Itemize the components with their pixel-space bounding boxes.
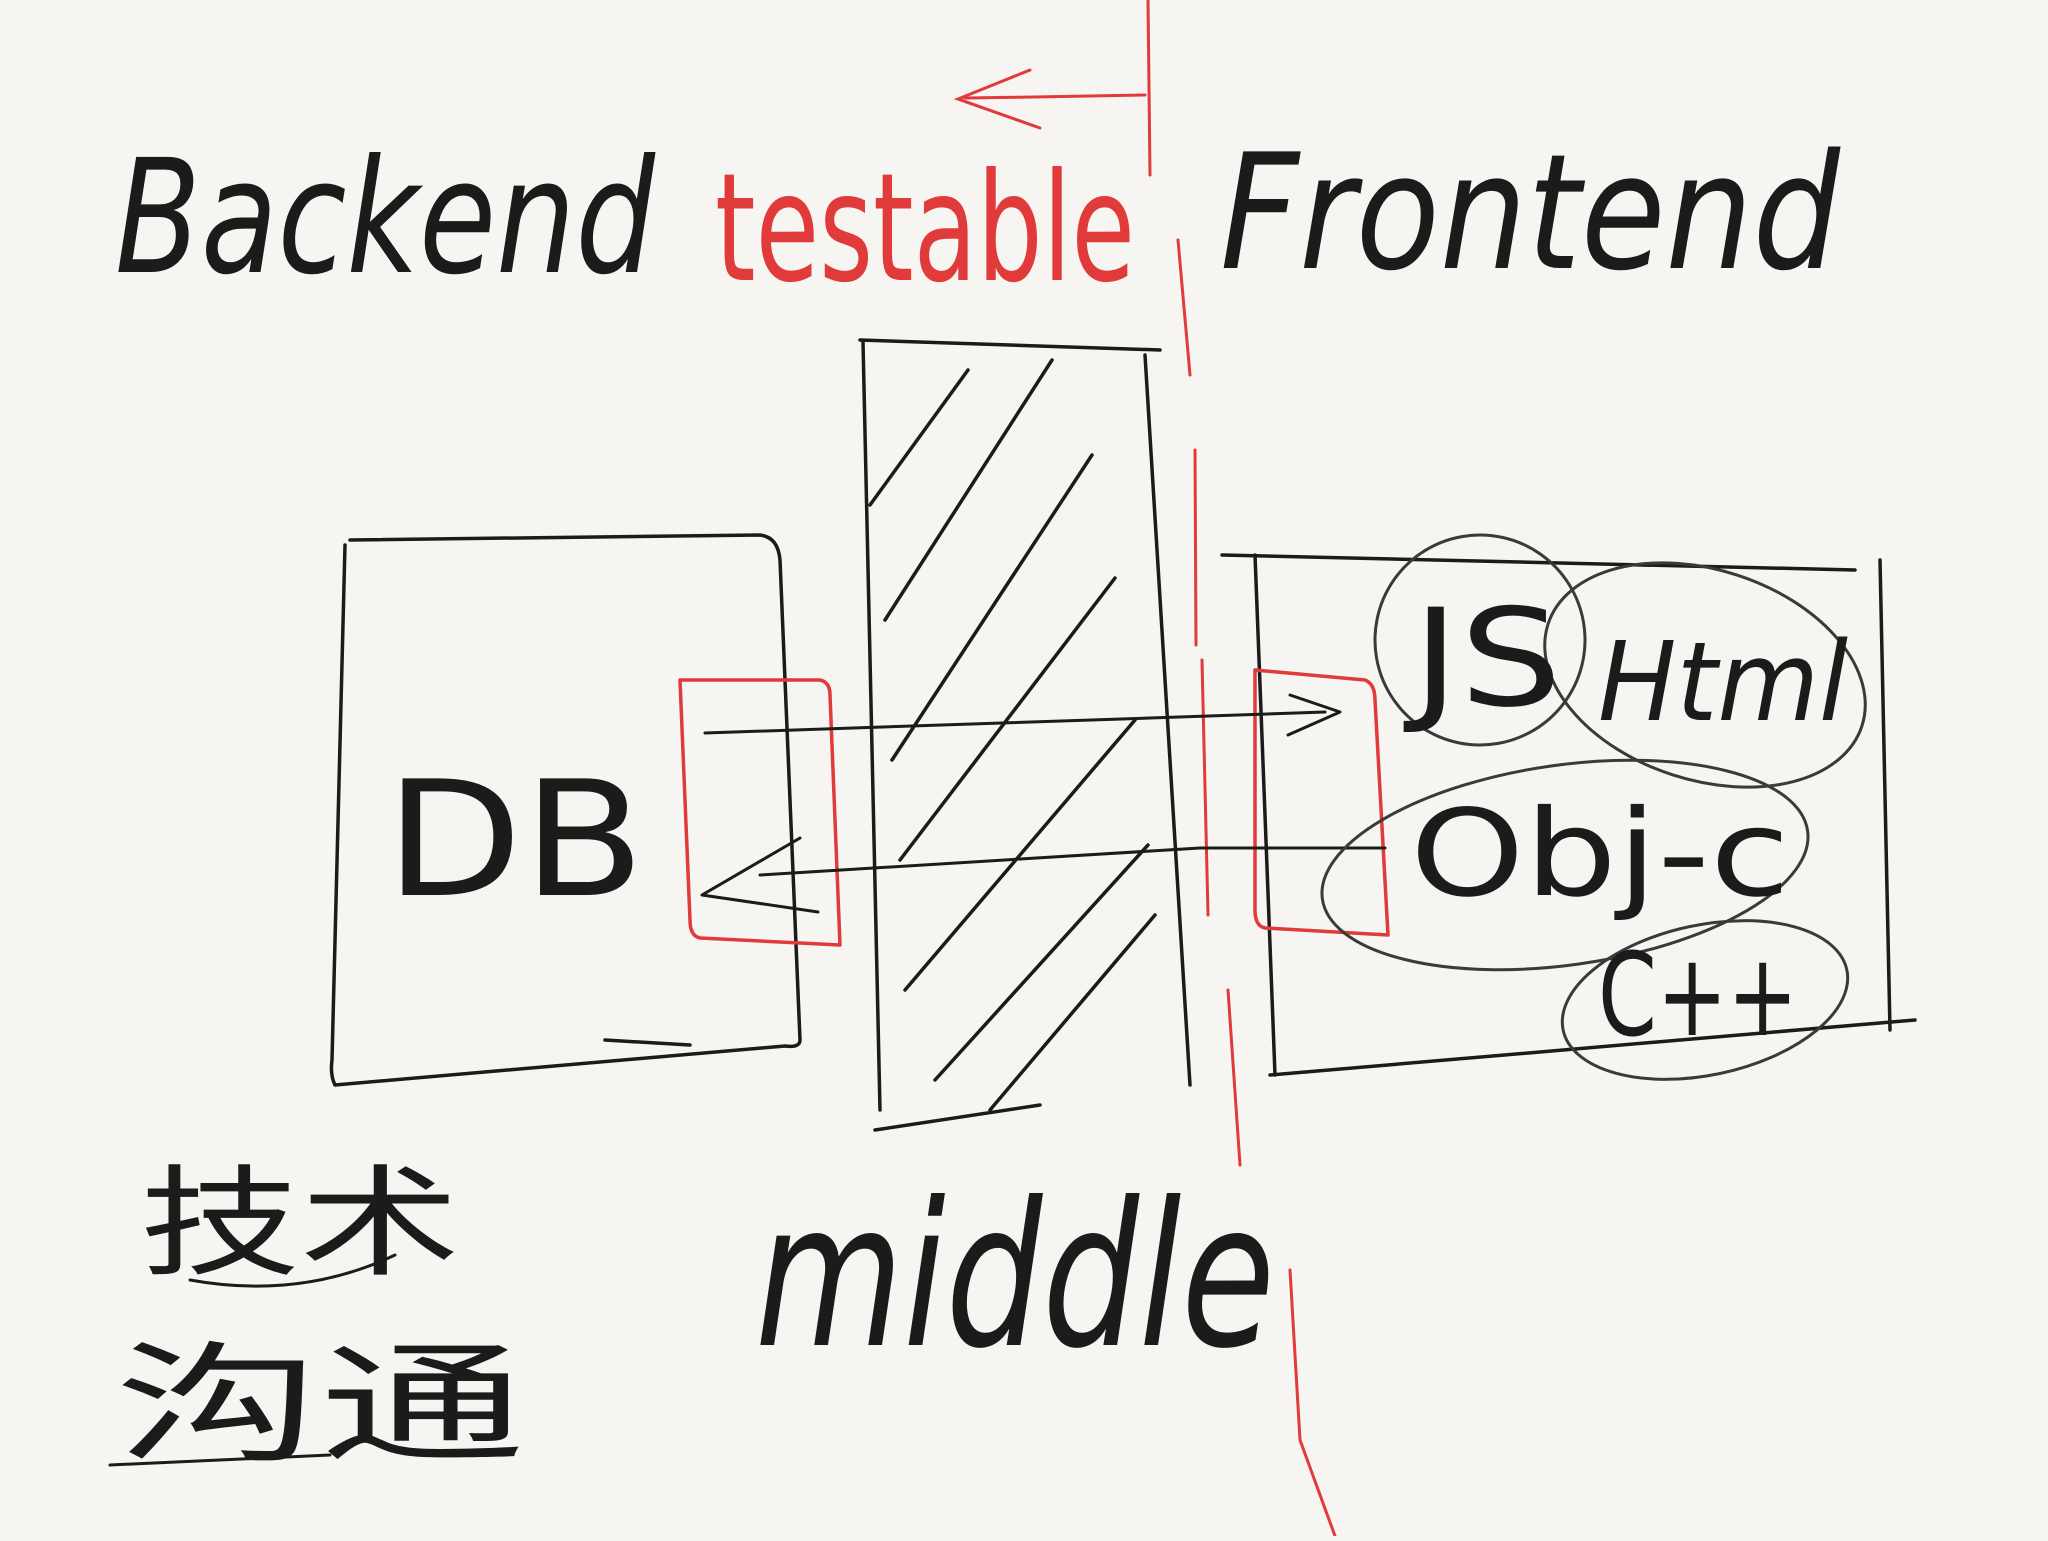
cpp-ellipse [1560,919,1850,1081]
note-line-2: 沟通 [115,1329,525,1481]
frontend-interface-box [1253,668,1390,937]
db-label: DB [385,746,645,933]
frontend-title: Frontend [1220,119,1841,306]
testable-title: testable [715,142,1135,316]
request-arrow [703,693,1342,737]
js-ellipse [1373,533,1587,747]
cpp-label: C++ [1598,929,1798,1063]
frontend-box [1220,553,1917,1077]
middle-label: middle [755,1160,1275,1393]
middle-layer [858,338,1192,1132]
note-underline-1 [188,1253,397,1288]
html-label: Html [1598,618,1848,746]
js-label: JS [1404,580,1562,737]
db-box [329,533,802,1087]
backend-interface-box [678,678,842,947]
html-ellipse [1543,561,1867,789]
objc-label: Obj-c [1410,785,1790,924]
response-arrow [700,836,1387,914]
objc-ellipse [1320,758,1810,972]
backend-title: Backend [115,126,656,310]
divider-line [1176,238,1337,1538]
tech-ellipses [1320,533,1867,1081]
note-line-1: 技术 [140,1155,460,1294]
note-underline-2 [108,1453,332,1467]
testable-arrow [953,0,1152,177]
